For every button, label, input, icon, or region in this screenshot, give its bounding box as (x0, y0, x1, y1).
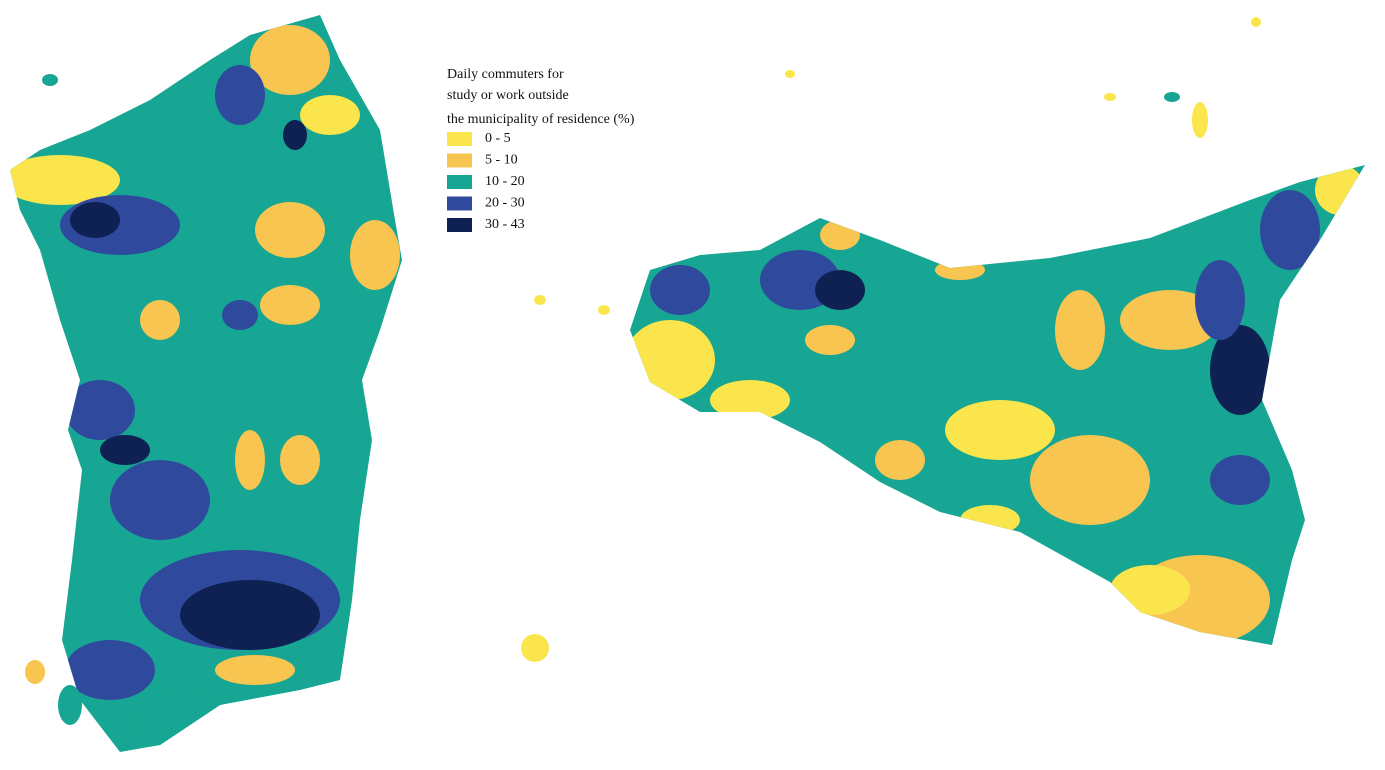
region (1210, 455, 1270, 505)
legend-swatch (447, 153, 472, 168)
region (130, 690, 230, 750)
region (710, 380, 790, 420)
legend-swatch (447, 132, 472, 146)
region (1055, 290, 1105, 370)
region (280, 435, 320, 485)
region (630, 320, 715, 400)
region (255, 202, 325, 258)
region (350, 220, 400, 290)
region (250, 25, 330, 95)
region (100, 435, 150, 465)
legend-label: 30 - 43 (485, 217, 525, 232)
island (25, 660, 45, 684)
legend-label: 0 - 5 (485, 131, 511, 146)
region (235, 430, 265, 490)
region (65, 640, 155, 700)
legend-label: 5 - 10 (485, 153, 518, 168)
island (58, 685, 82, 725)
sardinia (10, 15, 402, 752)
region (180, 580, 320, 650)
region (222, 300, 258, 330)
region (1195, 260, 1245, 340)
region (650, 265, 710, 315)
region (875, 440, 925, 480)
region (10, 155, 120, 205)
island (42, 74, 58, 86)
legend-swatch (447, 196, 472, 211)
region (300, 95, 360, 135)
island (1104, 93, 1116, 101)
region (283, 120, 307, 150)
legend-swatch (447, 218, 472, 232)
legend-title: study or work outside (447, 88, 569, 103)
region (110, 460, 210, 540)
legend: Daily commuters for study or work outside… (447, 67, 635, 232)
region (1315, 165, 1365, 215)
island (785, 70, 795, 78)
island (598, 305, 610, 315)
region (1110, 565, 1190, 615)
region (820, 220, 860, 250)
region (260, 285, 320, 325)
island (521, 634, 549, 662)
region (935, 260, 985, 280)
region (215, 65, 265, 125)
region (805, 325, 855, 355)
island (1164, 92, 1180, 102)
region (945, 400, 1055, 460)
legend-swatch (447, 175, 472, 189)
sicily (630, 165, 1365, 645)
region (1030, 435, 1150, 525)
region (1210, 325, 1270, 415)
legend-title: the municipality of residence (%) (447, 112, 635, 127)
legend-label: 20 - 30 (485, 196, 525, 211)
island (534, 295, 546, 305)
region (1260, 190, 1320, 270)
region (815, 270, 865, 310)
region (70, 202, 120, 238)
island (1251, 17, 1261, 27)
island (1192, 102, 1208, 138)
region (65, 380, 135, 440)
region (1120, 290, 1220, 350)
region (960, 505, 1020, 535)
legend-label: 10 - 20 (485, 174, 525, 189)
region (140, 300, 180, 340)
region (215, 655, 295, 685)
legend-title: Daily commuters for (447, 67, 564, 82)
